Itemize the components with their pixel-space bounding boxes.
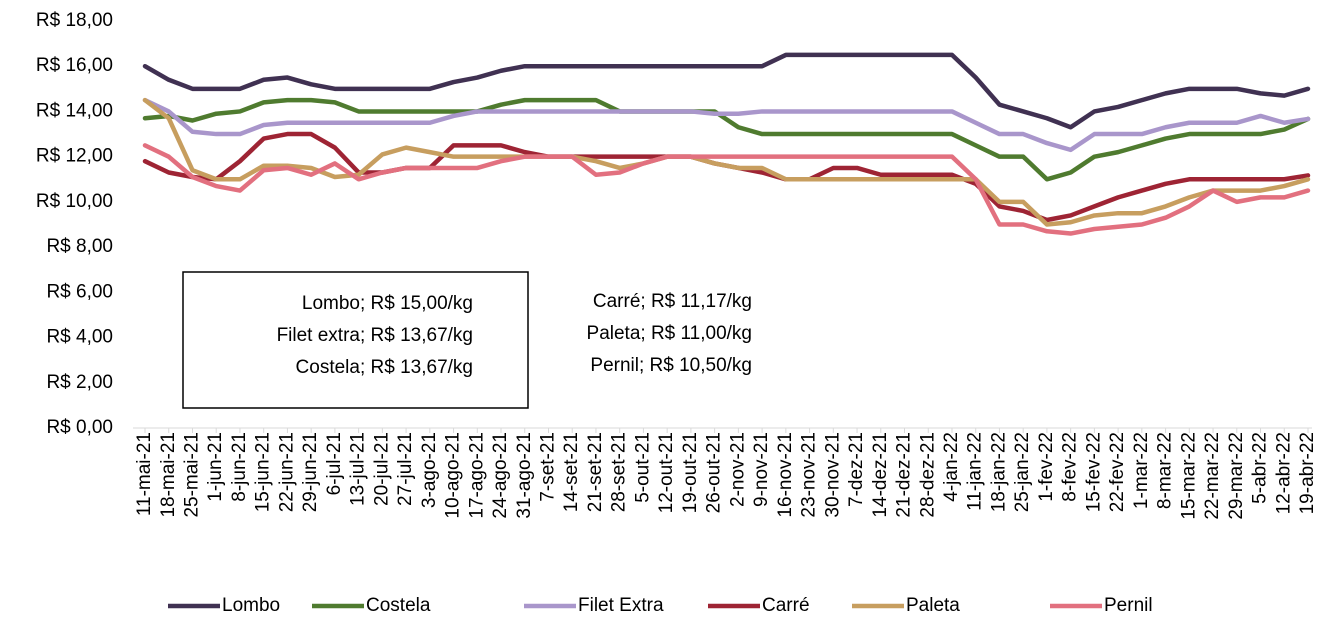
x-tick-label: 9-nov-21 — [751, 432, 772, 507]
x-tick-label: 12-out-21 — [656, 432, 677, 513]
x-tick-label: 15-jun-21 — [253, 432, 274, 512]
x-tick-label: 15-fev-22 — [1083, 432, 1104, 512]
x-tick-label: 14-dez-21 — [870, 432, 891, 518]
x-tick-label: 29-mar-22 — [1226, 432, 1247, 520]
x-tick-label: 7-dez-21 — [846, 432, 867, 507]
y-tick-label: R$ 6,00 — [46, 281, 113, 302]
y-tick-label: R$ 10,00 — [36, 191, 113, 212]
x-tick-label: 7-set-21 — [538, 432, 559, 502]
y-tick-label: R$ 14,00 — [36, 100, 113, 121]
annotation: Carré; R$ 11,17/kg — [593, 291, 752, 312]
annotation: Lombo; R$ 15,00/kg — [302, 293, 473, 314]
series-line — [142, 97, 1311, 227]
x-tick-label: 13-jul-21 — [348, 432, 369, 506]
x-tick-label: 1-fev-22 — [1036, 432, 1057, 502]
series-line — [142, 143, 1311, 236]
annotation: Pernil; R$ 10,50/kg — [590, 355, 752, 376]
series-line — [142, 97, 1311, 182]
x-tick-label: 10-ago-21 — [443, 432, 464, 519]
annotation: Filet extra; R$ 13,67/kg — [277, 325, 473, 346]
x-tick-label: 2-nov-21 — [727, 432, 748, 507]
y-tick-label: R$ 8,00 — [46, 236, 113, 257]
x-tick-label: 25-mai-21 — [181, 432, 202, 518]
legend-label: Costela — [366, 595, 431, 616]
x-tick-label: 21-dez-21 — [894, 432, 915, 518]
x-tick-label: 26-out-21 — [704, 432, 725, 513]
x-tick-label: 19-out-21 — [680, 432, 701, 513]
legend-label: Pernil — [1104, 595, 1153, 616]
annotation-box — [182, 271, 529, 409]
x-tick-label: 8-jun-21 — [229, 432, 250, 502]
legend-label: Carré — [762, 595, 810, 616]
x-tick-label: 5-out-21 — [632, 432, 653, 503]
x-tick-label: 29-jun-21 — [300, 432, 321, 512]
legend-label: Paleta — [906, 595, 960, 616]
legend-label: Filet Extra — [578, 595, 664, 616]
x-tick-label: 25-jan-22 — [1012, 432, 1033, 512]
x-tick-label: 22-fev-22 — [1107, 432, 1128, 512]
x-tick-label: 18-jan-22 — [988, 432, 1009, 512]
x-tick-label: 6-jul-21 — [324, 432, 345, 495]
annotation: Paleta; R$ 11,00/kg — [587, 323, 752, 344]
x-tick-label: 4-jan-22 — [941, 432, 962, 502]
x-tick-label: 12-abr-22 — [1273, 432, 1294, 514]
x-tick-label: 3-ago-21 — [419, 432, 440, 508]
x-tick-label: 5-abr-22 — [1250, 432, 1271, 504]
x-tick-label: 31-ago-21 — [514, 432, 535, 519]
x-tick-label: 14-set-21 — [561, 432, 582, 512]
series-line — [142, 52, 1311, 130]
x-tick-label: 28-dez-21 — [917, 432, 938, 518]
x-tick-label: 17-ago-21 — [466, 432, 487, 519]
x-tick-label: 1-jun-21 — [205, 432, 226, 502]
x-tick-label: 20-jul-21 — [371, 432, 392, 506]
x-tick-label: 11-mai-21 — [134, 432, 155, 516]
series-line — [142, 97, 1311, 153]
x-tick-label: 21-set-21 — [585, 432, 606, 512]
x-tick-label: 15-mar-22 — [1178, 432, 1199, 520]
y-tick-label: R$ 16,00 — [36, 55, 113, 76]
x-tick-label: 27-jul-21 — [395, 432, 416, 506]
y-tick-label: R$ 12,00 — [36, 146, 113, 167]
x-tick-label: 11-jan-22 — [965, 432, 986, 511]
x-tick-label: 8-fev-22 — [1060, 432, 1081, 502]
y-tick-label: R$ 4,00 — [46, 327, 113, 348]
x-tick-label: 30-nov-21 — [822, 432, 843, 518]
y-tick-label: R$ 18,00 — [36, 10, 113, 31]
x-tick-label: 19-abr-22 — [1297, 432, 1318, 514]
y-tick-label: R$ 0,00 — [46, 417, 113, 438]
x-tick-label: 16-nov-21 — [775, 432, 796, 518]
y-tick-label: R$ 2,00 — [46, 372, 113, 393]
x-tick-label: 1-mar-22 — [1131, 432, 1152, 509]
x-tick-label: 8-mar-22 — [1155, 432, 1176, 509]
x-tick-label: 22-mar-22 — [1202, 432, 1223, 520]
x-tick-label: 23-nov-21 — [799, 432, 820, 518]
x-tick-label: 24-ago-21 — [490, 432, 511, 519]
annotation: Costela; R$ 13,67/kg — [296, 357, 473, 378]
x-tick-label: 28-set-21 — [609, 432, 630, 512]
legend-label: Lombo — [222, 595, 280, 616]
x-tick-label: 22-jun-21 — [276, 432, 297, 512]
x-tick-label: 18-mai-21 — [158, 432, 179, 518]
